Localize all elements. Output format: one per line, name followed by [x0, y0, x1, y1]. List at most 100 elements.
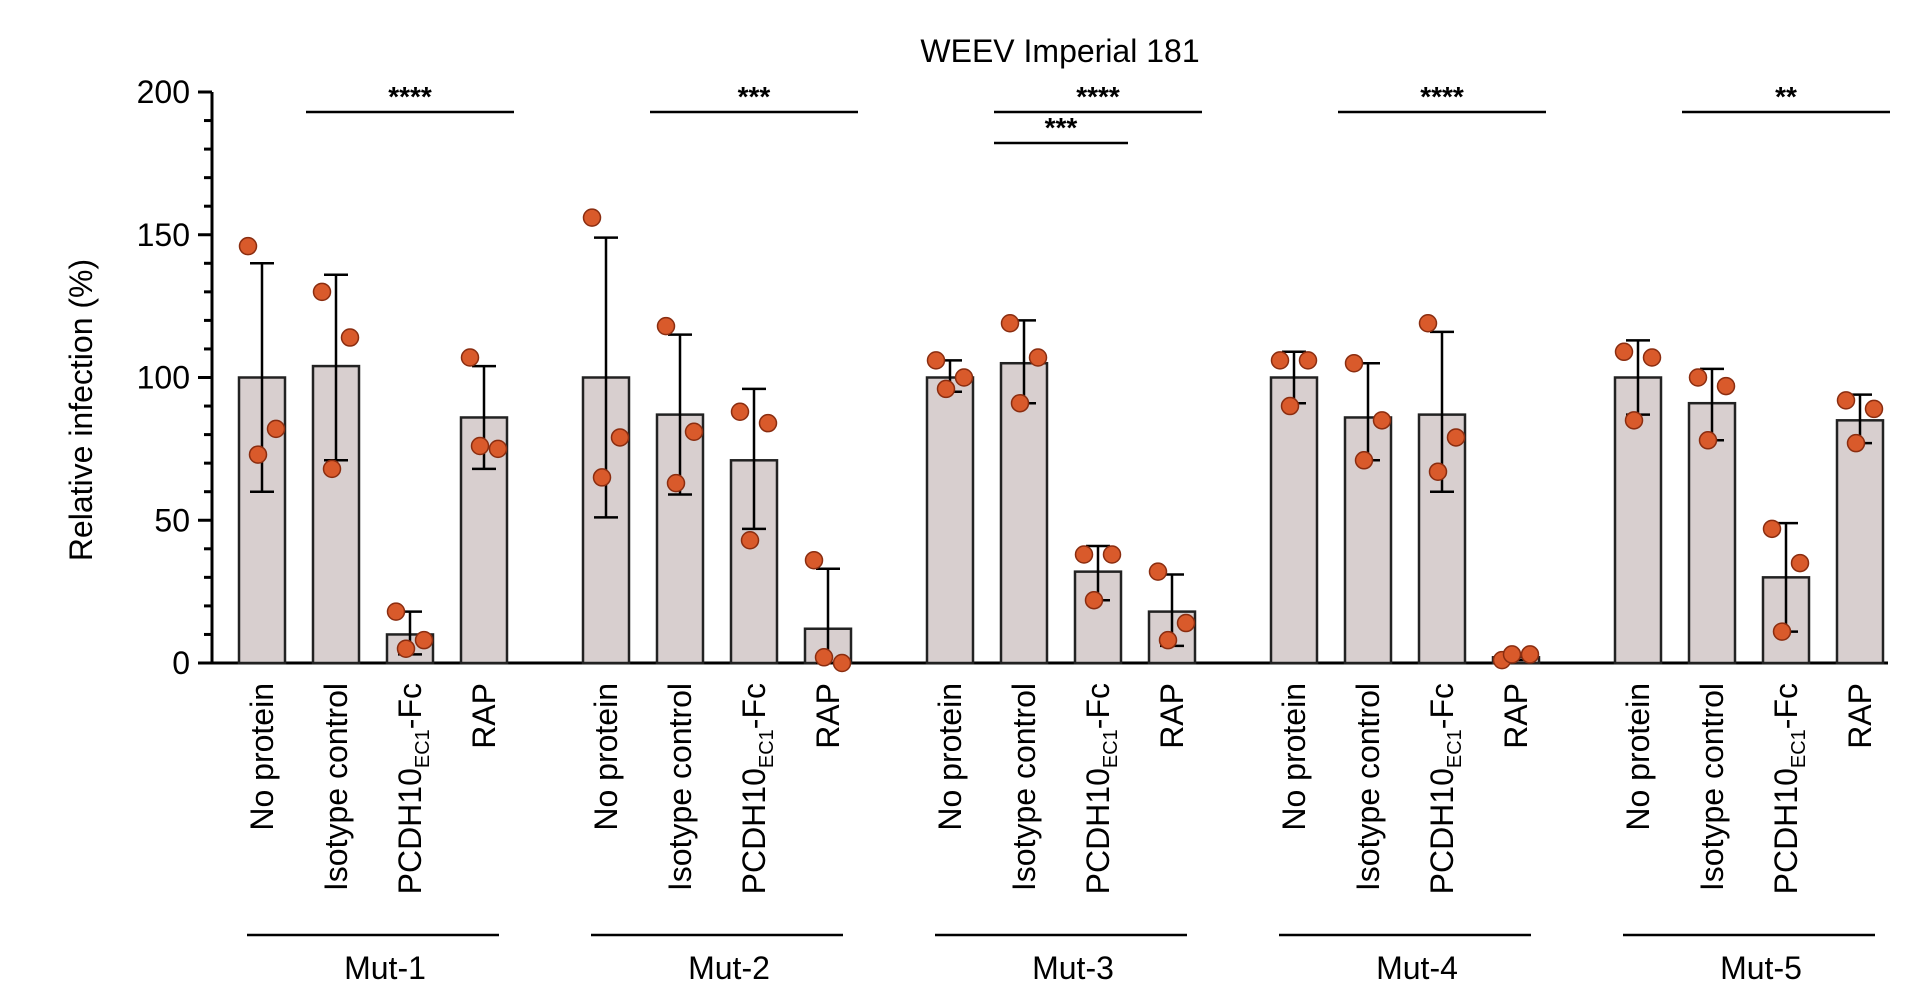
y-tick-label: 200 — [137, 74, 190, 110]
data-point — [1688, 368, 1708, 387]
y-tick-label: 100 — [137, 360, 190, 396]
data-point — [1762, 519, 1782, 539]
data-point — [1354, 451, 1374, 470]
category-label: No protein — [932, 683, 968, 831]
category-label: Isotype control — [1350, 683, 1386, 891]
significance-label: **** — [1076, 81, 1120, 112]
category-label: Isotype control — [662, 683, 698, 891]
data-point — [656, 316, 676, 336]
significance-label: ** — [1775, 81, 1797, 112]
category-label: RAP — [1842, 683, 1878, 749]
data-point — [1000, 314, 1020, 333]
group-label: Mut-1 — [344, 950, 426, 986]
data-point — [1418, 314, 1438, 333]
data-point — [1502, 645, 1522, 664]
bar — [1269, 376, 1319, 665]
data-point — [804, 550, 824, 570]
data-point — [1520, 645, 1540, 664]
category-label: Isotype control — [1694, 683, 1730, 891]
data-point — [610, 428, 630, 447]
bar — [1835, 419, 1885, 665]
category-label: PCDH10EC1-Fc — [1080, 683, 1122, 894]
data-point — [1158, 630, 1178, 650]
category-label: RAP — [466, 683, 502, 749]
data-point — [238, 236, 258, 256]
chart-title: WEEV Imperial 181 — [920, 33, 1199, 69]
data-point — [1698, 431, 1718, 450]
data-point — [340, 328, 360, 347]
y-tick-label: 150 — [137, 217, 190, 253]
significance-layer: **** *** *********** ** — [306, 81, 1890, 145]
group-label: Mut-2 — [688, 950, 770, 986]
data-point — [1772, 622, 1792, 641]
data-point — [814, 648, 834, 667]
category-label: PCDH10EC1-Fc — [392, 683, 434, 894]
category-label: RAP — [1498, 683, 1534, 749]
data-point — [666, 473, 686, 493]
y-axis-label: Relative infection (%) — [63, 259, 99, 561]
data-point — [926, 351, 946, 370]
data-point — [1010, 393, 1030, 413]
data-point — [1790, 553, 1810, 573]
category-label: Isotype control — [1006, 683, 1042, 891]
data-point — [488, 439, 508, 459]
data-point — [1102, 545, 1122, 564]
data-point — [1148, 562, 1168, 581]
data-point — [1446, 428, 1466, 447]
data-point — [1614, 342, 1634, 362]
data-point — [266, 419, 286, 439]
category-label: RAP — [1154, 683, 1190, 749]
data-point — [954, 368, 974, 387]
data-point — [470, 436, 490, 456]
data-point — [592, 468, 612, 487]
data-point — [460, 348, 480, 367]
x-labels-layer: No protein Isotype control PCDH10EC1-Fc RAP… — [244, 683, 1878, 986]
data-point — [1372, 411, 1392, 430]
significance-label: *** — [738, 81, 771, 112]
data-point — [1298, 351, 1318, 370]
data-point — [248, 445, 268, 464]
data-point — [1836, 391, 1856, 410]
category-label: PCDH10EC1-Fc — [1424, 683, 1466, 894]
data-point — [758, 413, 778, 433]
group-label: Mut-4 — [1376, 950, 1458, 986]
data-point — [1428, 462, 1448, 481]
category-label: No protein — [588, 683, 624, 831]
bar — [925, 376, 975, 665]
category-label: PCDH10EC1-Fc — [1768, 683, 1810, 894]
data-point — [1074, 545, 1094, 564]
significance-label: **** — [1420, 81, 1464, 112]
data-point — [832, 653, 852, 673]
data-point — [1084, 590, 1104, 610]
y-tick-label: 50 — [154, 502, 190, 538]
data-point — [322, 459, 342, 479]
data-point — [1176, 613, 1196, 633]
category-label: PCDH10EC1-Fc — [736, 683, 778, 894]
data-point — [1624, 411, 1644, 430]
category-label: No protein — [1620, 683, 1656, 831]
y-tick-label: 0 — [172, 645, 190, 681]
group-label: Mut-5 — [1720, 950, 1802, 986]
data-point — [730, 402, 750, 422]
data-point — [386, 602, 406, 621]
data-point — [1280, 396, 1300, 416]
data-point — [1864, 399, 1884, 419]
data-point — [414, 630, 434, 650]
category-label: No protein — [244, 683, 280, 831]
group-label: Mut-3 — [1032, 950, 1114, 986]
data-point — [312, 282, 332, 302]
data-point — [1846, 433, 1866, 453]
category-label: No protein — [1276, 683, 1312, 831]
significance-label: **** — [388, 81, 432, 112]
data-point — [1716, 376, 1736, 396]
data-point — [582, 208, 602, 227]
significance-label: *** — [1045, 112, 1078, 143]
category-label: Isotype control — [318, 683, 354, 891]
data-point — [1344, 353, 1364, 373]
bars-layer — [237, 208, 1885, 673]
data-point — [1028, 348, 1048, 367]
data-point — [1270, 351, 1290, 370]
data-point — [740, 530, 760, 550]
category-label: RAP — [810, 683, 846, 749]
